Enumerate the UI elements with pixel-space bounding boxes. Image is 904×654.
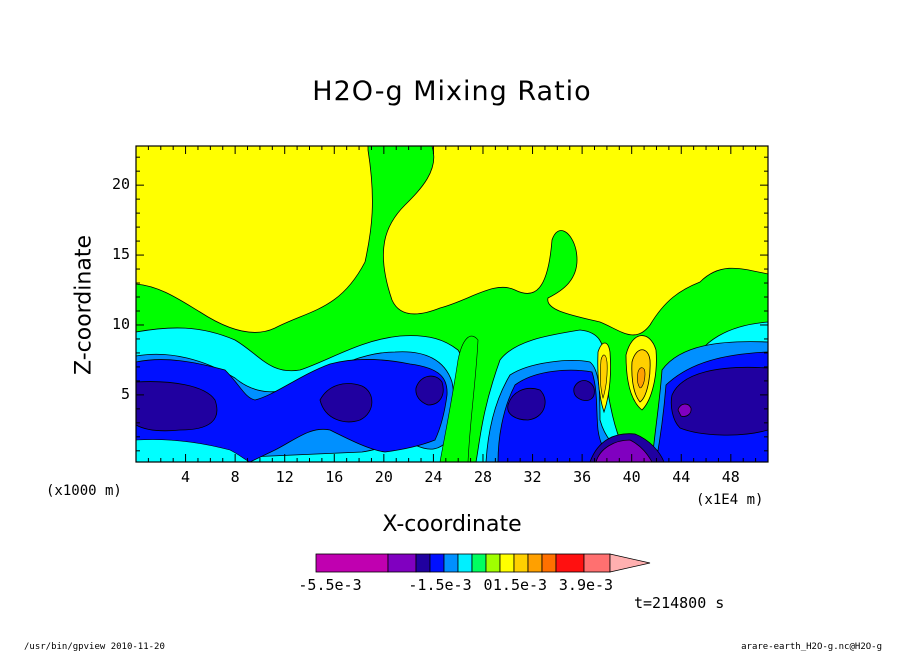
contour-darkblue-5 — [573, 380, 595, 401]
colorbar-swatch — [443, 553, 459, 573]
colorbar-swatch — [315, 553, 389, 573]
colorbar-swatch — [387, 553, 417, 573]
x-tick-label: 36 — [573, 468, 592, 486]
x-unit-label: (x1000 m) — [46, 483, 122, 499]
x-tick-label: 16 — [325, 468, 344, 486]
x-scale-label: (x1E4 m) — [696, 492, 764, 508]
contour-darkblue-1 — [136, 381, 218, 432]
x-tick-label: 24 — [424, 468, 443, 486]
colorbar-label: -5.5e-3 — [298, 576, 362, 594]
contour-purple-2 — [677, 403, 692, 417]
x-tick-label: 48 — [721, 468, 740, 486]
colorbar-label: 0 — [483, 576, 493, 594]
colorbar-arrow — [609, 553, 651, 573]
y-tick-label: 20 — [111, 175, 130, 194]
tick-marks — [136, 146, 768, 462]
colorbar-swatch — [485, 553, 501, 573]
x-tick-label: 44 — [672, 468, 691, 486]
y-tick-label: 15 — [111, 245, 130, 264]
x-tick-label: 40 — [622, 468, 641, 486]
colorbar-label: -1.5e-3 — [408, 576, 472, 594]
chart-title: H2O-g Mixing Ratio — [312, 76, 592, 107]
x-tick-label: 20 — [374, 468, 393, 486]
colorbar-label: 1.5e-3 — [492, 576, 548, 594]
x-tick-label: 8 — [230, 468, 240, 486]
colorbar-swatch — [541, 553, 557, 573]
plot-frame — [135, 145, 769, 463]
x-tick-label: 32 — [523, 468, 542, 486]
x-tick-label: 12 — [275, 468, 294, 486]
colorbar-swatch — [471, 553, 487, 573]
colorbar — [315, 553, 651, 573]
colorbar-swatch — [583, 553, 611, 573]
colorbar-swatch — [527, 553, 543, 573]
colorbar-swatch — [513, 553, 529, 573]
contour-darkblue-4 — [507, 388, 546, 421]
colorbar-label: 3.9e-3 — [558, 576, 614, 594]
contour-orange-thin — [600, 354, 608, 399]
contour-darkblue-2 — [319, 383, 373, 423]
footer-right: arare-earth_H2O-g.nc@H2O-g — [741, 642, 882, 652]
contour-ground-cyan — [136, 439, 251, 462]
contour-field — [136, 146, 768, 462]
colorbar-swatch — [457, 553, 473, 573]
y-tick-label: 10 — [111, 314, 130, 333]
colorbar-swatch — [499, 553, 515, 573]
contour-green-column — [439, 335, 479, 462]
contour-blue — [136, 358, 448, 462]
contour-darkblue-6 — [670, 366, 768, 436]
x-tick-label: 4 — [181, 468, 191, 486]
contour-darkblue-3 — [415, 375, 444, 406]
colorbar-swatch — [555, 553, 585, 573]
x-tick-label: 28 — [473, 468, 492, 486]
footer-left: /usr/bin/gpview 2010-11-20 — [24, 642, 165, 652]
colorbar-swatch — [415, 553, 431, 573]
contour-darkorange-plume — [637, 367, 646, 389]
timestamp-label: t=214800 s — [634, 594, 725, 612]
contour-purple-1 — [595, 439, 653, 462]
x-axis-label: X-coordinate — [382, 512, 522, 537]
y-tick-label: 5 — [120, 384, 130, 403]
colorbar-swatch — [429, 553, 445, 573]
